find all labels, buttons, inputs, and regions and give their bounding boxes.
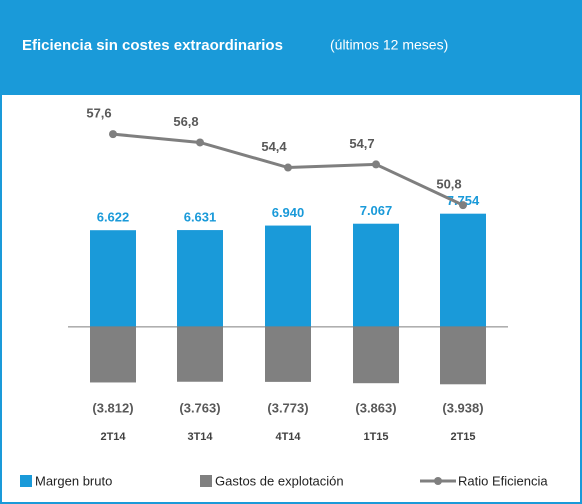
data-label: (3.938) <box>442 400 483 415</box>
chart-title: Eficiencia sin costes extraordinarios <box>22 37 283 54</box>
bar <box>353 326 399 384</box>
data-label: 6.631 <box>184 210 217 225</box>
x-tick-label: 3T14 <box>187 431 213 443</box>
data-label: 7.067 <box>360 203 393 218</box>
chart-subtitle: (últimos 12 meses) <box>330 37 448 53</box>
bar <box>177 326 223 382</box>
bar <box>90 326 136 383</box>
x-tick-label: 4T14 <box>275 431 301 443</box>
legend-label: Gastos de explotación <box>215 473 344 488</box>
data-label: (3.763) <box>179 400 220 415</box>
data-label: 6.940 <box>272 205 305 220</box>
line-marker <box>372 160 380 169</box>
data-label: 56,8 <box>173 114 198 129</box>
bar <box>177 230 223 327</box>
bar <box>265 326 311 382</box>
data-label: (3.773) <box>267 400 308 415</box>
data-label: 6.622 <box>97 210 130 225</box>
bar <box>440 326 486 385</box>
bar <box>90 230 136 327</box>
header <box>1 1 581 95</box>
bar <box>353 223 399 327</box>
bar <box>440 213 486 327</box>
legend-swatch <box>200 475 212 487</box>
data-label: (3.863) <box>355 400 396 415</box>
line-marker <box>109 130 117 139</box>
line-marker <box>459 201 467 210</box>
data-label: 54,7 <box>349 136 374 151</box>
x-tick-label: 1T15 <box>363 431 388 443</box>
legend-label: Ratio Eficiencia <box>458 473 548 488</box>
data-label: 7.754 <box>447 193 480 208</box>
data-label: (3.812) <box>92 400 133 415</box>
x-tick-label: 2T15 <box>450 431 475 443</box>
line-marker <box>284 163 292 172</box>
data-label: 54,4 <box>261 139 287 154</box>
data-label: 57,6 <box>86 106 111 121</box>
data-label: 50,8 <box>436 177 461 192</box>
legend-label: Margen bruto <box>35 473 112 488</box>
line-marker <box>196 138 204 147</box>
bar <box>265 225 311 327</box>
legend-swatch <box>20 475 32 487</box>
legend-swatch <box>434 477 442 485</box>
x-tick-label: 2T14 <box>100 431 126 443</box>
